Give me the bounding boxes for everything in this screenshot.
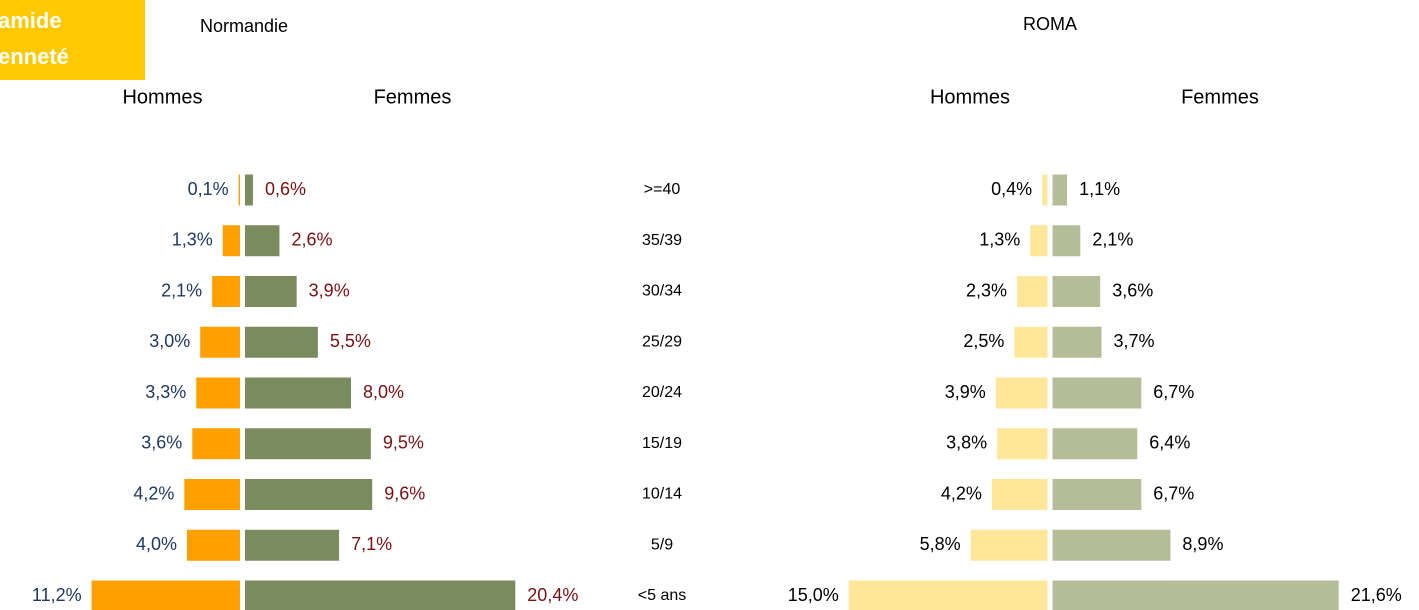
- bar: [245, 479, 373, 510]
- bar: [238, 174, 240, 206]
- bar: [1052, 326, 1102, 358]
- bar: [192, 428, 240, 460]
- badge: [0, 0, 145, 80]
- bar: [245, 276, 297, 307]
- bar: [245, 428, 371, 460]
- value-label: 0,1%: [188, 179, 229, 199]
- legend-label: Hommes: [930, 86, 1010, 108]
- bar: [245, 326, 318, 358]
- bar: [1052, 479, 1142, 510]
- value-label: 4,2%: [133, 483, 174, 503]
- value-label: 6,7%: [1153, 483, 1194, 503]
- value-label: 6,4%: [1149, 433, 1190, 453]
- bar: [995, 377, 1048, 409]
- bar: [1052, 529, 1171, 561]
- value-label: 2,5%: [963, 331, 1004, 351]
- bar: [991, 479, 1048, 510]
- legend-label: Femmes: [374, 86, 452, 108]
- bar: [200, 326, 240, 358]
- bar: [1052, 276, 1101, 307]
- value-label: 8,9%: [1182, 534, 1223, 554]
- value-label: 7,1%: [351, 534, 392, 554]
- value-label: 5,5%: [330, 331, 371, 351]
- category-label: <5 ans: [638, 587, 686, 604]
- value-label: 3,7%: [1114, 331, 1155, 351]
- bar: [1052, 580, 1339, 610]
- value-label: 1,3%: [979, 230, 1020, 250]
- category-label: 25/29: [642, 333, 682, 350]
- bar: [848, 580, 1048, 610]
- value-label: 11,2%: [32, 585, 82, 605]
- value-label: 0,6%: [265, 179, 306, 199]
- value-label: 15,0%: [788, 585, 839, 605]
- value-label: 20,4%: [527, 585, 578, 605]
- value-label: 2,6%: [291, 230, 332, 250]
- bar: [1052, 428, 1138, 460]
- bar: [1030, 225, 1048, 257]
- value-label: 3,6%: [1112, 280, 1153, 300]
- value-label: 6,7%: [1153, 382, 1194, 402]
- badge-line: amide: [0, 8, 62, 33]
- value-label: 21,6%: [1351, 585, 1402, 605]
- bar: [970, 529, 1048, 561]
- category-label: 15/19: [642, 435, 682, 452]
- legend-label: Femmes: [1181, 86, 1259, 108]
- value-label: 4,2%: [941, 483, 982, 503]
- bar: [245, 225, 280, 257]
- value-label: 4,0%: [136, 534, 177, 554]
- bar: [212, 276, 240, 307]
- value-label: 3,0%: [149, 331, 190, 351]
- bar: [245, 529, 340, 561]
- badge-line: enneté: [0, 44, 69, 69]
- chart-title: ROMA: [1023, 14, 1077, 34]
- category-label: 20/24: [642, 384, 682, 401]
- bar: [245, 377, 351, 409]
- bar: [245, 174, 253, 206]
- value-label: 1,1%: [1079, 179, 1120, 199]
- bar: [245, 580, 516, 610]
- bar: [1014, 326, 1048, 358]
- bar: [184, 479, 240, 510]
- value-label: 8,0%: [363, 382, 404, 402]
- value-label: 3,8%: [946, 433, 987, 453]
- value-label: 2,1%: [1092, 230, 1133, 250]
- category-label: >=40: [644, 181, 681, 198]
- value-label: 1,3%: [172, 230, 213, 250]
- bar: [1052, 225, 1081, 257]
- bar: [187, 529, 240, 561]
- value-label: 2,1%: [161, 280, 202, 300]
- chart-title: Normandie: [200, 16, 288, 36]
- bar: [1052, 377, 1142, 409]
- bar: [196, 377, 240, 409]
- value-label: 9,5%: [383, 433, 424, 453]
- bar: [1042, 174, 1048, 206]
- category-label: 5/9: [651, 536, 673, 553]
- value-label: 0,4%: [991, 179, 1032, 199]
- value-label: 3,6%: [141, 433, 182, 453]
- legend-label: Hommes: [122, 86, 202, 108]
- category-label: 30/34: [642, 283, 682, 300]
- bar: [222, 225, 240, 257]
- value-label: 3,3%: [145, 382, 186, 402]
- value-label: 2,3%: [966, 280, 1007, 300]
- category-label: 35/39: [642, 232, 682, 249]
- bar: [91, 580, 240, 610]
- value-label: 3,9%: [945, 382, 986, 402]
- value-label: 9,6%: [384, 483, 425, 503]
- category-label: 10/14: [642, 486, 682, 503]
- bar: [997, 428, 1048, 460]
- bar: [1052, 174, 1068, 206]
- bar: [1017, 276, 1048, 307]
- value-label: 5,8%: [920, 534, 961, 554]
- value-label: 3,9%: [309, 280, 350, 300]
